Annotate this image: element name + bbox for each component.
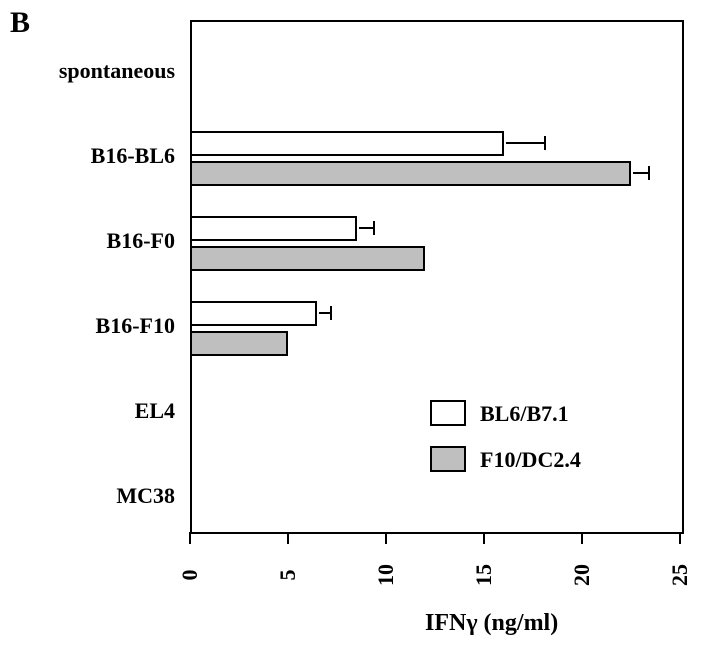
error-bar <box>359 227 375 229</box>
category-label: B16-F10 <box>0 313 175 339</box>
bar <box>190 161 631 186</box>
legend-swatch <box>430 400 466 426</box>
x-tick-label: 0 <box>177 555 203 595</box>
error-bar-cap <box>330 306 332 320</box>
error-bar-cap <box>373 221 375 235</box>
legend-swatch <box>430 446 466 472</box>
bar <box>190 216 357 241</box>
x-axis-label: IFNγ (ng/ml) <box>425 610 558 637</box>
x-tick <box>287 532 289 544</box>
error-bar-cap <box>544 136 546 150</box>
category-label: EL4 <box>0 398 175 424</box>
bar <box>190 301 317 326</box>
panel-label: B <box>10 6 30 40</box>
legend-label: BL6/B7.1 <box>480 401 569 427</box>
x-tick <box>581 532 583 544</box>
x-tick-label: 25 <box>667 555 693 595</box>
error-bar <box>506 142 545 144</box>
bar <box>190 246 425 271</box>
x-tick <box>189 532 191 544</box>
error-bar-cap <box>648 166 650 180</box>
bar <box>190 331 288 356</box>
category-label: B16-F0 <box>0 228 175 254</box>
bar <box>190 131 504 156</box>
category-label: MC38 <box>0 483 175 509</box>
legend-label: F10/DC2.4 <box>480 447 581 473</box>
x-tick-label: 20 <box>569 555 595 595</box>
x-tick-label: 15 <box>471 555 497 595</box>
x-tick <box>483 532 485 544</box>
category-label: B16-BL6 <box>0 143 175 169</box>
x-tick <box>679 532 681 544</box>
error-bar <box>633 172 649 174</box>
category-label: spontaneous <box>0 58 175 84</box>
x-tick <box>385 532 387 544</box>
x-tick-label: 5 <box>275 555 301 595</box>
x-tick-label: 10 <box>373 555 399 595</box>
